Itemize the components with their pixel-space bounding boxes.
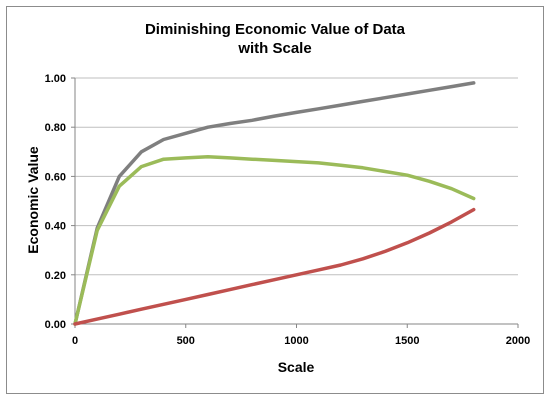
chart-frame xyxy=(6,6,544,394)
y-axis-label: Economic Value xyxy=(25,146,41,254)
y-tick-label: 1.00 xyxy=(45,73,66,85)
y-tick-label: 0.80 xyxy=(45,122,66,134)
series-line-3 xyxy=(73,207,476,326)
x-tick-label: 500 xyxy=(177,335,195,347)
y-tick-label: 0.20 xyxy=(45,270,66,282)
tick-labels: 0.00 0.20 0.40 0.60 0.80 1.00 0 500 1000 1500 2000 xyxy=(45,73,531,347)
y-tick-label: 0.40 xyxy=(45,221,66,233)
chart-title-line-1: Diminishing Economic Value of Data xyxy=(144,21,406,38)
axes xyxy=(71,77,519,328)
y-tick-label: 0.60 xyxy=(45,171,66,183)
series-line-2 xyxy=(73,154,476,326)
series-lines xyxy=(73,81,476,326)
x-tick-label: 1000 xyxy=(284,335,308,347)
gridlines xyxy=(75,77,518,276)
series-line-1 xyxy=(73,81,476,326)
x-tick-label: 1500 xyxy=(395,335,419,347)
x-tick-label: 2000 xyxy=(506,335,530,347)
x-axis-label: Scale xyxy=(278,359,315,375)
y-tick-label: 0.00 xyxy=(45,319,66,331)
x-tick-label: 0 xyxy=(72,335,78,347)
chart-title-line-2: with Scale xyxy=(238,40,312,57)
chart-title: Diminishing Economic Value of Data with … xyxy=(0,20,550,58)
